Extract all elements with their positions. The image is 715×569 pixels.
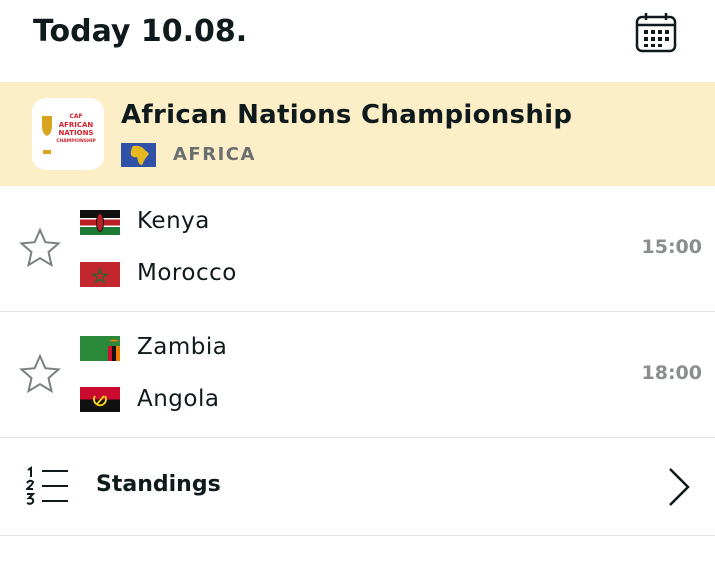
trophy: [42, 116, 52, 154]
logo-text: CHAMPIONSHIP: [56, 138, 96, 144]
divider: [0, 437, 715, 438]
team-name: Zambia: [137, 334, 228, 360]
calendar-button[interactable]: [635, 12, 677, 54]
chevron[interactable]: [666, 467, 692, 507]
match-time: 18:00: [641, 362, 702, 384]
standings-icon: [26, 466, 68, 505]
team-flag: [80, 387, 120, 412]
standings-link[interactable]: Standings: [96, 472, 221, 497]
region-name: AFRICA: [173, 144, 256, 165]
competition-name: African Nations Championship: [121, 100, 573, 130]
logo-art: CAF AFRICAN NATIONS CHAMPIONSHIP: [42, 113, 96, 154]
team-flag: [80, 336, 120, 361]
region-flag: [121, 143, 156, 167]
team-name: Morocco: [137, 260, 237, 286]
logo-text: NATIONS: [59, 129, 94, 137]
logo-text: AFRICAN: [59, 121, 94, 129]
divider: [0, 311, 715, 312]
logo-text: CAF: [69, 113, 82, 120]
date-title: Today 10.08.: [33, 14, 248, 49]
favorite-star[interactable]: [19, 353, 61, 395]
competition-logo: CAF AFRICAN NATIONS CHAMPIONSHIP: [32, 98, 104, 170]
team-name: Angola: [137, 386, 220, 412]
divider: [0, 535, 715, 536]
match-time: 15:00: [641, 236, 702, 258]
team-flag: [80, 262, 120, 287]
team-name: Kenya: [137, 208, 210, 234]
team-flag: [80, 210, 120, 235]
favorite-star[interactable]: [19, 227, 61, 269]
competition-header[interactable]: [0, 82, 715, 186]
